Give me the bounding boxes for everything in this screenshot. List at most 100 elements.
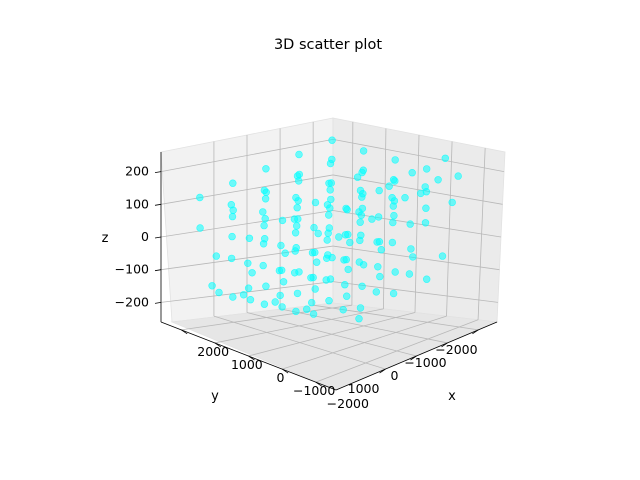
scatter-point (359, 166, 367, 174)
scatter-point (422, 204, 430, 212)
scatter-point (261, 235, 269, 243)
scatter-point (244, 259, 252, 267)
scatter-point (215, 288, 223, 297)
scatter-point (323, 236, 331, 244)
scatter-point (228, 232, 236, 241)
z-tick (154, 203, 162, 206)
scatter-point (376, 272, 384, 281)
scatter-point (377, 246, 385, 254)
scatter-point (343, 206, 351, 214)
scatter-point (245, 234, 254, 243)
scatter-point (374, 213, 383, 221)
z-tick-label: −100 (115, 262, 149, 277)
scatter-point (327, 179, 335, 187)
scatter-point (309, 273, 317, 282)
y-grid-line (246, 312, 417, 357)
scatter-point (295, 150, 303, 159)
scatter-point (259, 208, 267, 216)
scatter-point (295, 268, 303, 276)
scatter-point (326, 204, 334, 212)
scatter-point (343, 292, 351, 300)
x-tick-label: 1000 (231, 357, 263, 372)
scatter-point (244, 284, 253, 292)
chart-title: 3D scatter plot (274, 37, 382, 53)
z-tick (154, 301, 162, 304)
scatter-point (278, 266, 286, 274)
scatter-point (278, 303, 286, 311)
z-tick (154, 236, 162, 239)
scatter-point (359, 147, 368, 155)
scatter-point (262, 282, 270, 290)
scatter-point (229, 293, 237, 301)
scatter-point (311, 198, 320, 207)
scatter-point (359, 190, 367, 198)
scatter-point (408, 169, 416, 177)
z-tick-label: −200 (115, 294, 149, 309)
y-tick-label: −1000 (404, 355, 446, 370)
scatter-point (277, 241, 285, 250)
scatter-point (295, 177, 303, 185)
scatter-point (454, 172, 462, 180)
scatter-point (262, 165, 270, 173)
scatter-point (293, 222, 301, 230)
scatter-point (261, 195, 270, 203)
scatter-point (328, 155, 336, 164)
scatter-point (325, 211, 333, 219)
scatter-point (406, 220, 414, 228)
scatter-point (374, 263, 382, 271)
x-axis-line (335, 321, 498, 391)
scatter-point (372, 288, 380, 296)
scatter-point (212, 252, 221, 260)
scatter-point (313, 258, 321, 266)
scatter-point (239, 291, 248, 299)
scatter-point (292, 307, 300, 316)
scatter-point (390, 211, 398, 220)
scatter-point (294, 215, 302, 223)
x-axis-label: x (448, 389, 456, 404)
scatter-point (339, 306, 347, 314)
scatter-point (248, 269, 256, 277)
scatter-point (391, 268, 399, 276)
scatter-point (281, 249, 289, 257)
scatter-point (261, 215, 269, 223)
y-grid-line (213, 315, 386, 370)
scatter-points (196, 136, 462, 323)
scatter-point (448, 198, 456, 207)
scatter-point (375, 186, 383, 195)
x-grid-line (477, 148, 486, 320)
scatter-point (196, 193, 204, 202)
scatter-point (293, 289, 302, 298)
scatter-point (358, 204, 367, 213)
scatter-point (294, 197, 302, 205)
scatter-point (259, 261, 267, 270)
scatter-point (260, 300, 269, 308)
x-tick-label: 2000 (197, 344, 229, 359)
scatter-point (328, 253, 336, 262)
scatter-point (344, 265, 352, 274)
scatter-point (391, 177, 399, 185)
scatter-point (309, 310, 318, 318)
scatter-point (229, 179, 237, 187)
scatter-point (353, 173, 362, 181)
scatter-point (375, 238, 384, 246)
scatter-point (389, 289, 398, 298)
scatter-point (441, 154, 449, 163)
scatter-point (325, 297, 333, 305)
scatter-point (293, 204, 301, 212)
scatter-point (423, 275, 431, 283)
y-tick-label: 1000 (348, 381, 380, 396)
scatter-point (292, 244, 300, 252)
back-panes (160, 117, 506, 391)
scatter-point (421, 219, 430, 227)
x-grid-line (446, 141, 453, 317)
z-tick (154, 171, 162, 174)
scatter-point (346, 238, 354, 247)
scatter-point (271, 298, 279, 306)
scatter-point (314, 229, 322, 238)
z-tick-label: 200 (125, 164, 149, 179)
x-grid-line (414, 134, 420, 313)
x-tick-label: −2000 (327, 396, 369, 411)
z-axis-label: z (102, 231, 109, 246)
scatter-point (260, 221, 268, 230)
